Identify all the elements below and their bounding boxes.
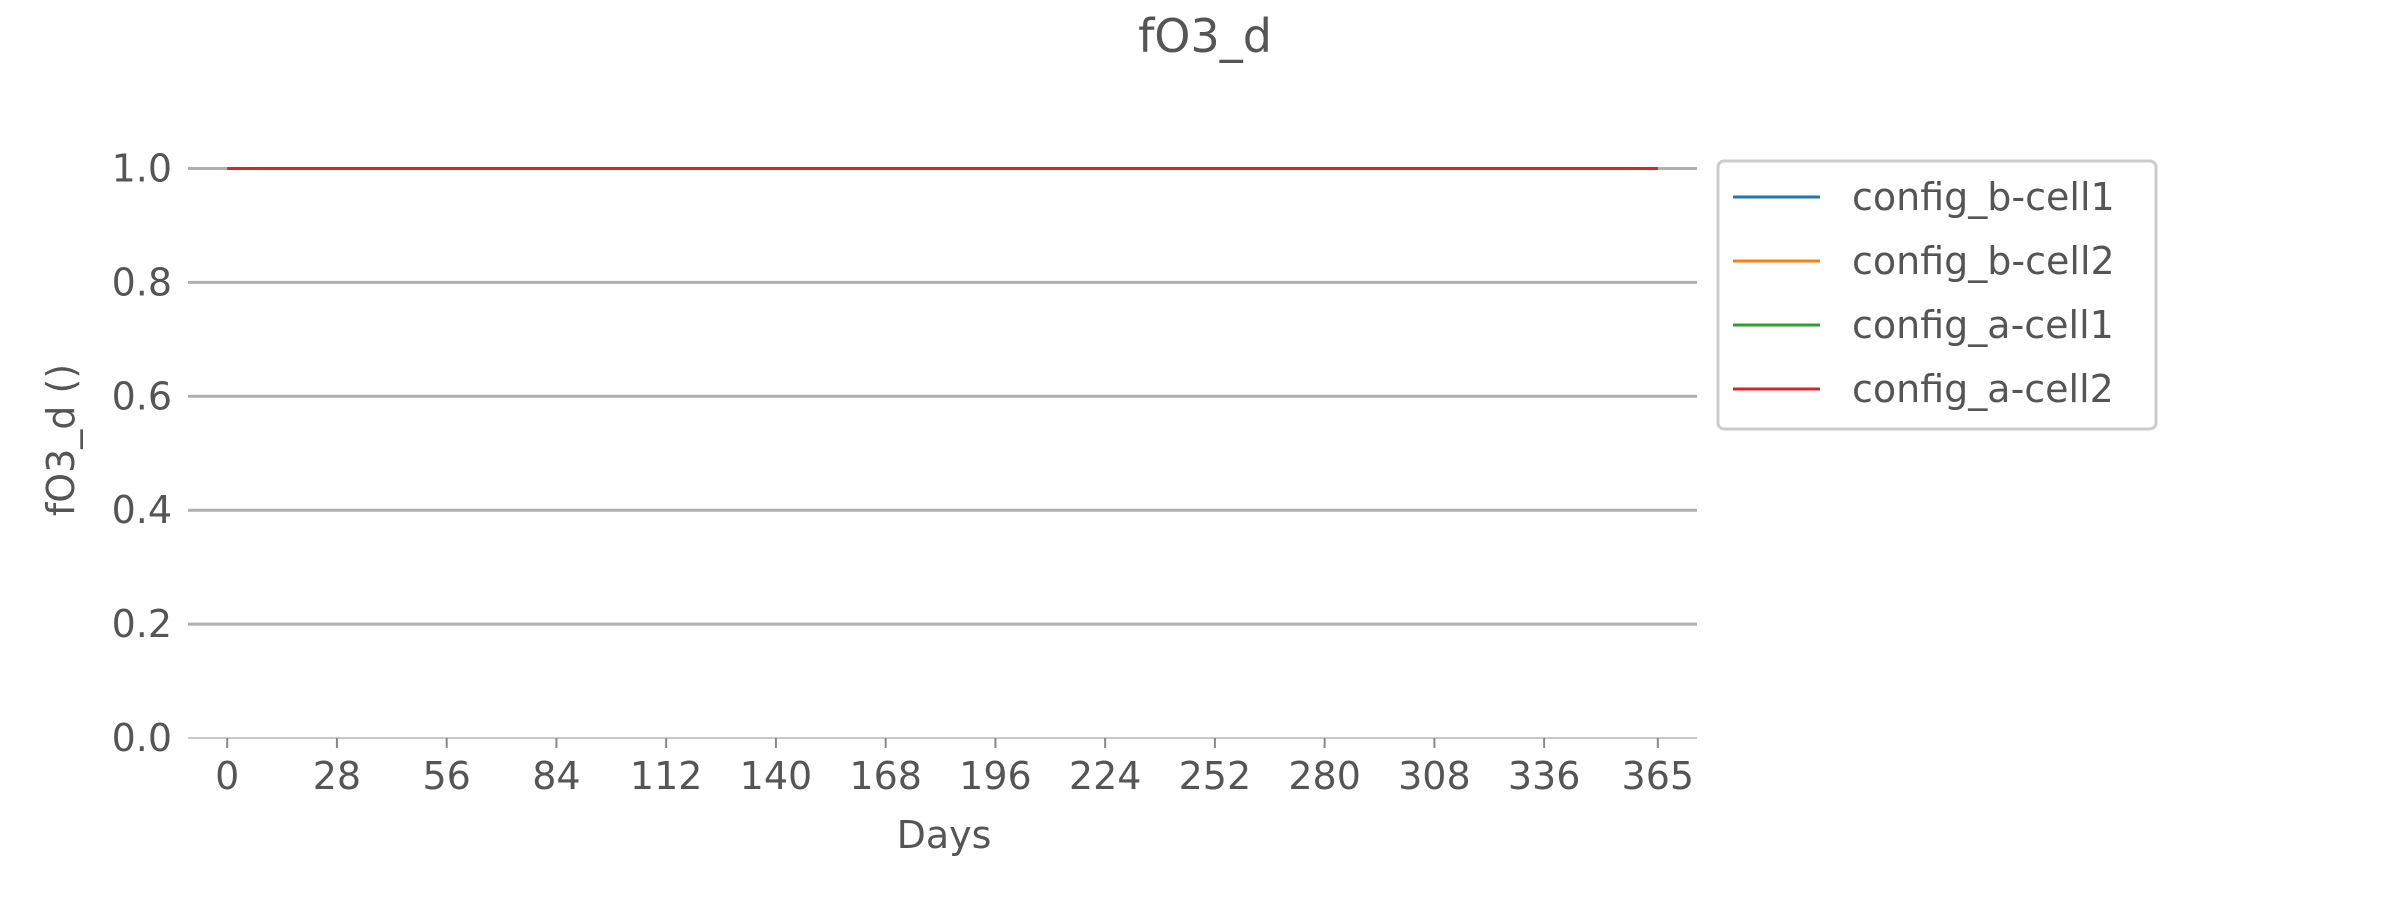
- legend-items: config_b-cell1 config_b-cell2 config_a-cel…: [1733, 175, 2115, 411]
- x-tick-label: 308: [1398, 754, 1471, 798]
- legend-frame: [1716, 159, 2158, 431]
- legend-label: config_b-cell2: [1852, 239, 2115, 283]
- y-axis-label: fO3_d (): [39, 364, 83, 516]
- x-axis-label: Days: [897, 813, 992, 857]
- x-tick-label: 365: [1622, 754, 1695, 798]
- x-tick-label: 56: [423, 754, 471, 798]
- y-tick-label: 0.6: [112, 374, 172, 418]
- gridlines: [188, 166, 1697, 626]
- x-tick-label: 280: [1288, 754, 1361, 798]
- x-tick-label: 28: [313, 754, 361, 798]
- x-tick-label: 140: [740, 754, 813, 798]
- axes: 0.0 0.2 0.4 0.6 0.8 1.0 0 28 56 84 112 140 168 196 224…: [112, 146, 1697, 798]
- x-tick-label: 336: [1508, 754, 1581, 798]
- y-tick-label: 0.8: [112, 260, 172, 304]
- y-tick-label: 0.2: [112, 602, 172, 646]
- x-tick-label: 168: [849, 754, 922, 798]
- legend: config_b-cell1 config_b-cell2 config_a-cel…: [1716, 159, 2158, 431]
- x-tick-label: 252: [1179, 754, 1252, 798]
- x-tick-label: 0: [215, 754, 239, 798]
- y-tick-label: 0.0: [112, 716, 172, 760]
- legend-label: config_a-cell1: [1852, 303, 2114, 347]
- chart-title: fO3_d: [1138, 9, 1272, 63]
- legend-label: config_a-cell2: [1852, 367, 2114, 411]
- x-tick-label: 196: [959, 754, 1032, 798]
- x-tick-label: 84: [532, 754, 580, 798]
- x-tick-label: 112: [630, 754, 703, 798]
- y-tick-label: 0.4: [112, 488, 172, 532]
- x-tick-label: 224: [1069, 754, 1142, 798]
- y-tick-label: 1.0: [112, 146, 172, 190]
- legend-label: config_b-cell1: [1852, 175, 2115, 219]
